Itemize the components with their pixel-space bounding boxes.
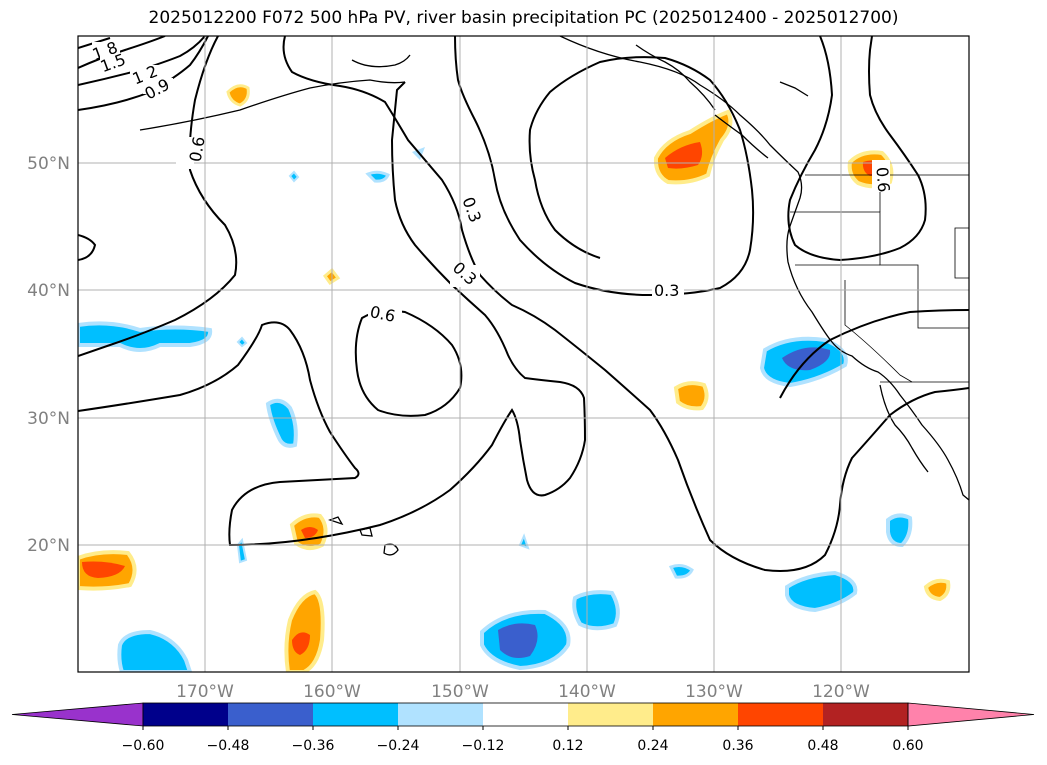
colorbar-tick-label: −0.12 [462, 738, 505, 754]
colorbar-segment [398, 703, 483, 726]
lon-tick: 130°W [685, 682, 743, 702]
colorbar-outline [142, 702, 909, 727]
lon-tick: 160°W [303, 682, 361, 702]
colorbar-segment [483, 703, 568, 726]
colorbar-segment [653, 703, 738, 726]
colorbar-segment [568, 703, 653, 726]
colorbar-tick-label: −0.60 [122, 738, 165, 754]
colorbar-tick-label: 0.36 [722, 738, 753, 754]
colorbar-segment [313, 703, 398, 726]
colorbar-extend-low [11, 702, 144, 727]
contour-label: 0.6 [872, 166, 893, 193]
map-frame [77, 35, 970, 673]
graticule [78, 36, 969, 672]
contour-label: 0.3 [654, 281, 679, 300]
map-title: 2025012200 F072 500 hPa PV, river basin … [148, 8, 899, 28]
contour-label: 0.6 [368, 302, 397, 326]
colorbar-tick-label: −0.24 [377, 738, 420, 754]
colorbar-extend-high [907, 702, 1035, 727]
colorbar-segment [738, 703, 823, 726]
colorbar-tick-label: −0.48 [207, 738, 250, 754]
colorbar-tick-label: 0.60 [892, 738, 923, 754]
lat-tick: 50°N [27, 154, 70, 174]
colorbar-segment [228, 703, 313, 726]
lat-tick-labels: 50°N 40°N 30°N 20°N [27, 154, 70, 556]
colorbar-segment [143, 703, 228, 726]
shaded-anomaly-blobs [78, 84, 951, 672]
colorbar-tick-label: 0.48 [807, 738, 838, 754]
lon-tick: 140°W [558, 682, 616, 702]
lon-tick: 170°W [176, 682, 234, 702]
pv-contours [78, 36, 969, 572]
contour-label: 0.6 [186, 135, 209, 163]
colorbar-segment [823, 703, 908, 726]
lon-tick-labels: 170°W 160°W 150°W 140°W 130°W 120°W [176, 682, 870, 702]
lat-tick: 40°N [27, 281, 70, 301]
colorbar-tick-label: −0.36 [292, 738, 335, 754]
lon-tick: 120°W [812, 682, 870, 702]
lon-tick: 150°W [431, 682, 489, 702]
colorbar-tick-label: 0.12 [552, 738, 583, 754]
colorbar-tick-label: 0.24 [637, 738, 668, 754]
lat-tick: 30°N [27, 409, 70, 429]
lat-tick: 20°N [27, 536, 70, 556]
